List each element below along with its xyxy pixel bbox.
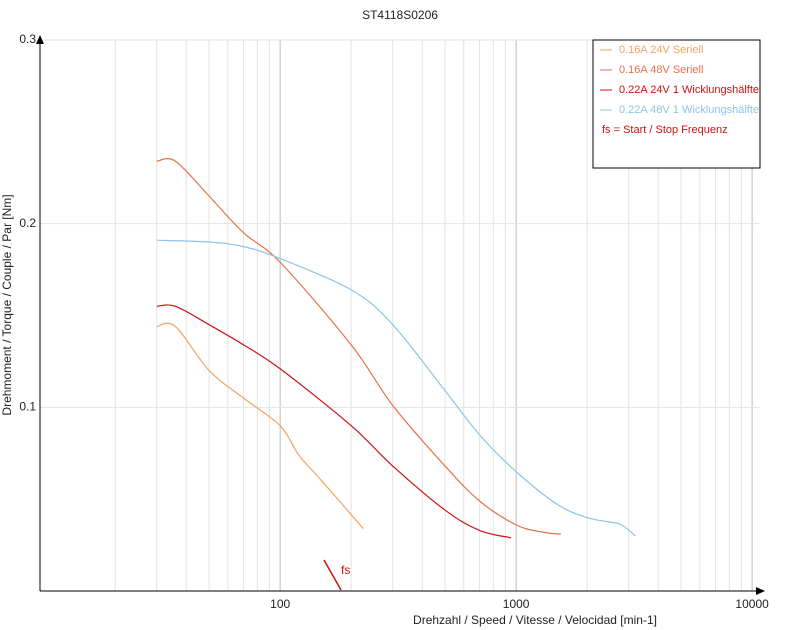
series-line: [156, 239, 636, 537]
legend-box: [592, 39, 761, 169]
legend-note: fs = Start / Stop Frequenz: [602, 124, 728, 136]
x-axis-label: Drehzahl / Speed / Vitesse / Velocidad […: [413, 613, 657, 627]
y-tick-label: 0.3: [19, 32, 36, 46]
y-axis-arrow: [36, 35, 44, 44]
chart-title: ST4118S0206: [362, 8, 438, 22]
y-tick-label: 0.1: [19, 400, 36, 414]
plot-area: [156, 158, 636, 539]
series-line: [156, 158, 562, 535]
legend-label: 0.22A 24V 1 Wicklungshälfte: [619, 84, 759, 96]
fs-marker: [323, 559, 342, 591]
x-tick-label: 100: [270, 597, 290, 611]
legend-label: 0.16A 48V Seriell: [619, 64, 703, 76]
y-axis-label: Drehmoment / Torque / Couple / Par [Nm]: [0, 194, 14, 415]
legend-label: 0.22A 48V 1 Wicklungshälfte: [619, 104, 759, 116]
x-tick-label: 1000: [503, 597, 530, 611]
fs-annotation: fs: [341, 563, 350, 577]
series-line: [156, 322, 364, 529]
x-axis-arrow: [756, 587, 765, 595]
grid: [40, 39, 760, 591]
series-line: [156, 304, 512, 539]
y-tick-label: 0.2: [19, 216, 36, 230]
legend: 0.16A 24V Seriell 0.16A 48V Seriell 0.22A …: [600, 44, 759, 136]
legend-label: 0.16A 24V Seriell: [619, 44, 703, 56]
x-tick-label: 10000: [735, 597, 769, 611]
